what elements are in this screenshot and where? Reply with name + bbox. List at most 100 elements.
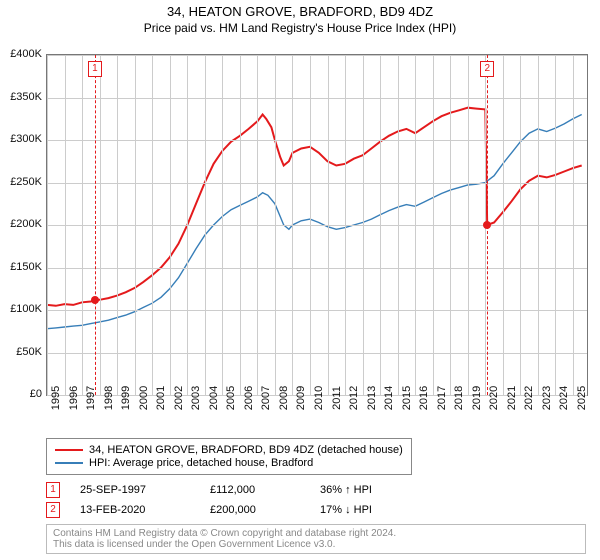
- ytick-label: £200K: [10, 218, 42, 230]
- transaction-diff: 17% ↓ HPI: [320, 504, 372, 516]
- ytick-label: £100K: [10, 303, 42, 315]
- xtick-label: 2012: [348, 386, 360, 410]
- xtick-label: 2016: [418, 386, 430, 410]
- transaction-number: 1: [46, 482, 60, 498]
- gridline-h: [47, 140, 587, 141]
- gridline-v: [538, 55, 539, 395]
- transaction-row: 2 13-FEB-2020£200,00017% ↓ HPI: [46, 502, 372, 518]
- xtick-label: 2001: [155, 386, 167, 410]
- legend-label: 34, HEATON GROVE, BRADFORD, BD9 4DZ (det…: [89, 444, 403, 456]
- gridline-v: [117, 55, 118, 395]
- gridline-h: [47, 310, 587, 311]
- gridline-v: [415, 55, 416, 395]
- xtick-label: 1996: [68, 386, 80, 410]
- transaction-dot: [91, 296, 99, 304]
- series-hpi: [47, 115, 582, 329]
- footer-line1: Contains HM Land Registry data © Crown c…: [53, 528, 579, 539]
- gridline-v: [555, 55, 556, 395]
- transaction-date: 13-FEB-2020: [80, 504, 210, 516]
- transaction-number: 2: [46, 502, 60, 518]
- gridline-v: [222, 55, 223, 395]
- xtick-label: 2006: [243, 386, 255, 410]
- gridline-v: [310, 55, 311, 395]
- transaction-price: £200,000: [210, 504, 320, 516]
- gridline-v: [380, 55, 381, 395]
- xtick-label: 2022: [523, 386, 535, 410]
- gridline-v: [170, 55, 171, 395]
- gridline-v: [152, 55, 153, 395]
- transaction-diff: 36% ↑ HPI: [320, 484, 372, 496]
- xtick-label: 2020: [488, 386, 500, 410]
- gridline-v: [187, 55, 188, 395]
- xtick-label: 2003: [190, 386, 202, 410]
- series-price_paid: [47, 108, 582, 306]
- gridline-v: [520, 55, 521, 395]
- gridline-v: [240, 55, 241, 395]
- gridline-v: [398, 55, 399, 395]
- xtick-label: 2008: [278, 386, 290, 410]
- ytick-label: £300K: [10, 133, 42, 145]
- legend-swatch: [55, 449, 83, 451]
- plot-area: 12: [46, 54, 588, 396]
- xtick-label: 1999: [120, 386, 132, 410]
- gridline-v: [100, 55, 101, 395]
- xtick-label: 2002: [173, 386, 185, 410]
- chart-subtitle: Price paid vs. HM Land Registry's House …: [0, 21, 600, 35]
- xtick-label: 2009: [295, 386, 307, 410]
- gridline-v: [82, 55, 83, 395]
- xtick-label: 2024: [558, 386, 570, 410]
- gridline-v: [275, 55, 276, 395]
- gridline-v: [433, 55, 434, 395]
- legend-label: HPI: Average price, detached house, Brad…: [89, 457, 313, 469]
- footer-line2: This data is licensed under the Open Gov…: [53, 539, 579, 550]
- ytick-label: £400K: [10, 48, 42, 60]
- gridline-v: [205, 55, 206, 395]
- gridline-v: [257, 55, 258, 395]
- gridline-v: [135, 55, 136, 395]
- xtick-label: 2011: [331, 386, 343, 410]
- xtick-label: 2018: [453, 386, 465, 410]
- gridline-v: [468, 55, 469, 395]
- transaction-price: £112,000: [210, 484, 320, 496]
- transaction-date: 25-SEP-1997: [80, 484, 210, 496]
- xtick-label: 2014: [383, 386, 395, 410]
- gridline-h: [47, 55, 587, 56]
- transaction-dot: [483, 221, 491, 229]
- gridline-v: [65, 55, 66, 395]
- xtick-label: 2023: [541, 386, 553, 410]
- gridline-h: [47, 98, 587, 99]
- ytick-label: £0: [30, 388, 42, 400]
- legend-swatch: [55, 462, 83, 464]
- transaction-line: [95, 55, 96, 395]
- xtick-label: 2004: [208, 386, 220, 410]
- ytick-label: £350K: [10, 91, 42, 103]
- gridline-h: [47, 268, 587, 269]
- transaction-marker: 2: [480, 61, 494, 77]
- xtick-label: 1998: [103, 386, 115, 410]
- xtick-label: 2025: [576, 386, 588, 410]
- xtick-label: 2013: [366, 386, 378, 410]
- gridline-v: [292, 55, 293, 395]
- gridline-h: [47, 183, 587, 184]
- xtick-label: 2017: [436, 386, 448, 410]
- gridline-h: [47, 353, 587, 354]
- gridline-v: [328, 55, 329, 395]
- gridline-v: [573, 55, 574, 395]
- xtick-label: 2010: [313, 386, 325, 410]
- legend: 34, HEATON GROVE, BRADFORD, BD9 4DZ (det…: [46, 438, 412, 475]
- footer: Contains HM Land Registry data © Crown c…: [46, 524, 586, 554]
- ytick-label: £150K: [10, 261, 42, 273]
- transaction-row: 1 25-SEP-1997£112,00036% ↑ HPI: [46, 482, 372, 498]
- legend-row: 34, HEATON GROVE, BRADFORD, BD9 4DZ (det…: [55, 444, 403, 456]
- xtick-label: 2021: [506, 386, 518, 410]
- gridline-h: [47, 225, 587, 226]
- gridline-v: [47, 55, 48, 395]
- xtick-label: 1997: [85, 386, 97, 410]
- xtick-label: 2000: [138, 386, 150, 410]
- ytick-label: £50K: [16, 346, 42, 358]
- gridline-v: [345, 55, 346, 395]
- transaction-marker: 1: [88, 61, 102, 77]
- gridline-v: [503, 55, 504, 395]
- xtick-label: 2005: [225, 386, 237, 410]
- xtick-label: 1995: [50, 386, 62, 410]
